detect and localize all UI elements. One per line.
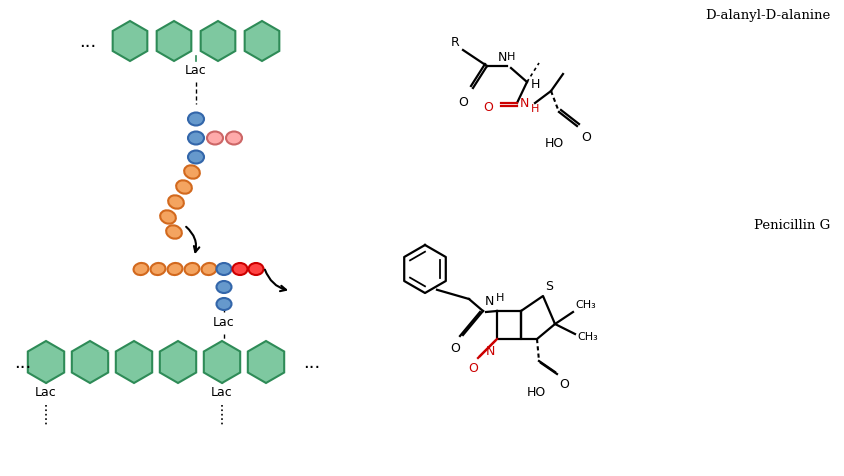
Text: N: N [519,97,528,110]
Text: S: S [544,279,552,292]
Text: ...: ... [79,33,96,51]
Ellipse shape [187,151,203,164]
Text: O: O [450,341,459,354]
Ellipse shape [207,132,223,145]
Ellipse shape [225,132,241,145]
Text: Penicillin G: Penicillin G [753,218,829,231]
Text: H: H [530,104,538,114]
Ellipse shape [133,263,149,276]
Text: O: O [483,101,492,114]
Text: H: H [506,52,515,62]
Text: N: N [497,51,506,64]
Ellipse shape [184,263,199,276]
Ellipse shape [168,196,184,209]
Ellipse shape [216,298,231,310]
Text: HO: HO [527,385,545,398]
Ellipse shape [160,211,176,224]
Polygon shape [156,22,191,62]
Ellipse shape [232,263,247,276]
Ellipse shape [187,132,203,145]
Ellipse shape [202,263,216,276]
Text: O: O [468,361,478,374]
Ellipse shape [150,263,165,276]
Text: R: R [450,36,459,49]
Text: Lac: Lac [213,315,235,328]
Polygon shape [72,341,108,383]
Text: H: H [495,292,504,302]
Text: CH₃: CH₃ [576,331,597,341]
Ellipse shape [248,263,263,276]
Text: N: N [484,294,494,307]
Text: N: N [485,344,495,357]
Ellipse shape [187,113,203,126]
Text: O: O [559,377,568,390]
Text: ...: ... [303,353,320,371]
Text: D-alanyl-D-alanine: D-alanyl-D-alanine [704,9,829,22]
Text: O: O [581,131,590,144]
Polygon shape [203,341,240,383]
Text: O: O [457,96,468,109]
Text: Lac: Lac [185,63,207,76]
Polygon shape [200,22,235,62]
Ellipse shape [176,181,192,194]
Polygon shape [160,341,196,383]
Text: HO: HO [544,137,564,149]
Polygon shape [116,341,152,383]
Text: Lac: Lac [211,386,233,399]
Text: ...: ... [14,353,31,371]
Polygon shape [247,341,284,383]
Ellipse shape [216,281,231,293]
Polygon shape [245,22,279,62]
Ellipse shape [184,166,199,179]
Text: H: H [530,79,539,91]
Text: Lac: Lac [35,386,57,399]
Ellipse shape [167,263,182,276]
Ellipse shape [166,226,181,239]
Polygon shape [28,341,64,383]
Text: CH₃: CH₃ [574,299,595,309]
Polygon shape [112,22,147,62]
Ellipse shape [216,263,231,276]
